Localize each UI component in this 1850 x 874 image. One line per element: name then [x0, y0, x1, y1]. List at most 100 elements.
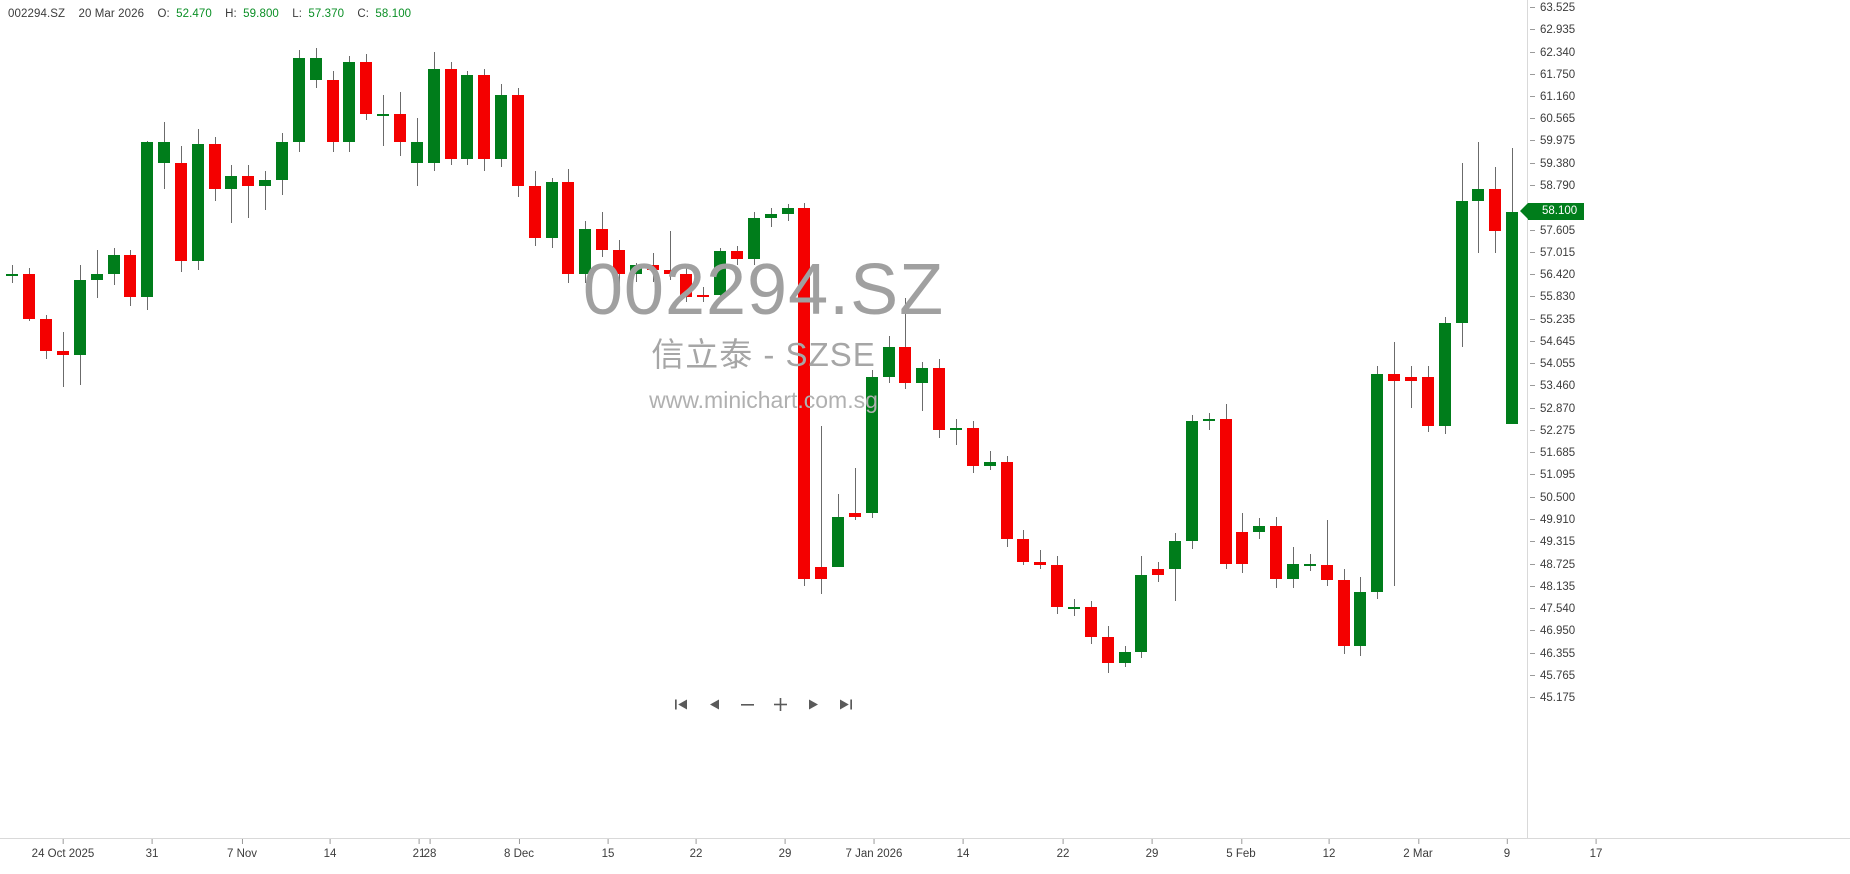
candle-body[interactable] [326, 80, 339, 143]
candle-body[interactable] [1371, 373, 1384, 592]
candle-body[interactable] [1303, 563, 1316, 566]
candle-body[interactable] [107, 255, 120, 275]
time-axis-tick-label: 9 [1503, 848, 1511, 860]
candle-body[interactable] [697, 294, 710, 297]
zoom-out-button[interactable] [737, 694, 758, 715]
zoom-in-button[interactable] [770, 694, 791, 715]
candle-body[interactable] [663, 270, 676, 275]
candle-body[interactable] [764, 213, 777, 218]
candle-body[interactable] [276, 142, 289, 181]
candle-body[interactable] [596, 228, 609, 250]
candle-body[interactable] [1455, 200, 1468, 323]
candle-body[interactable] [1472, 189, 1485, 201]
candle-body[interactable] [225, 176, 238, 190]
candle-body[interactable] [23, 274, 36, 320]
candle-body[interactable] [1506, 211, 1519, 424]
candle-body[interactable] [478, 74, 491, 160]
candle-body[interactable] [1354, 591, 1367, 647]
skip-to-start-button[interactable] [671, 694, 692, 715]
candle-body[interactable] [966, 428, 979, 466]
candle-body[interactable] [1000, 462, 1013, 540]
candle-body[interactable] [1067, 606, 1080, 609]
candle-body[interactable] [1421, 377, 1434, 427]
candle-body[interactable] [191, 144, 204, 261]
candle-body[interactable] [680, 274, 693, 297]
candle-body[interactable] [174, 163, 187, 261]
candle-body[interactable] [1202, 418, 1215, 421]
candle-body[interactable] [360, 61, 373, 115]
candle-body[interactable] [208, 144, 221, 190]
candle-body[interactable] [1320, 565, 1333, 581]
candle-body[interactable] [393, 114, 406, 143]
candle-body[interactable] [40, 319, 53, 352]
candle-body[interactable] [848, 512, 861, 517]
step-back-button[interactable] [704, 694, 725, 715]
candle-body[interactable] [629, 264, 642, 275]
candle-body[interactable] [1337, 580, 1350, 647]
candle-body[interactable] [1051, 565, 1064, 607]
candle-body[interactable] [343, 61, 356, 143]
candle-body[interactable] [1084, 606, 1097, 637]
price-axis[interactable]: 63.525 62.935 62.340 61.750 61.160 60.565 59.9… [1528, 0, 1850, 838]
candle-body[interactable] [511, 95, 524, 186]
candle-body[interactable] [815, 567, 828, 579]
candle-body[interactable] [781, 208, 794, 214]
candle-body[interactable] [1219, 418, 1232, 564]
candle-body[interactable] [899, 347, 912, 384]
step-forward-button[interactable] [803, 694, 824, 715]
candle-body[interactable] [1034, 561, 1047, 566]
candle-body[interactable] [545, 181, 558, 239]
candle-body[interactable] [1185, 420, 1198, 541]
candle-body[interactable] [158, 142, 171, 164]
candle-body[interactable] [798, 208, 811, 579]
candle-body[interactable] [259, 180, 272, 186]
candle-body[interactable] [933, 368, 946, 431]
candle-body[interactable] [1270, 525, 1283, 579]
candle-body[interactable] [528, 185, 541, 239]
candle-body[interactable] [141, 142, 154, 297]
candle-body[interactable] [730, 251, 743, 259]
candle-body[interactable] [292, 57, 305, 143]
candle-body[interactable] [1135, 574, 1148, 652]
candle-body[interactable] [579, 228, 592, 275]
candle-body[interactable] [56, 351, 69, 355]
candle-body[interactable] [1101, 636, 1114, 664]
candle-body[interactable] [1388, 373, 1401, 382]
candle-body[interactable] [1287, 563, 1300, 579]
candle-body[interactable] [950, 428, 963, 431]
candle-body[interactable] [1118, 651, 1131, 664]
candle-body[interactable] [1253, 525, 1266, 532]
candle-body[interactable] [1152, 569, 1165, 575]
candle-body[interactable] [613, 249, 626, 275]
tick-dash [1530, 674, 1535, 676]
candle-body[interactable] [124, 255, 137, 297]
candle-body[interactable] [714, 251, 727, 295]
candle-body[interactable] [242, 176, 255, 186]
candle-body[interactable] [1017, 539, 1030, 562]
candle-body[interactable] [832, 516, 845, 568]
candle-body[interactable] [1489, 189, 1502, 231]
candle-body[interactable] [1236, 531, 1249, 564]
candle-body[interactable] [747, 217, 760, 259]
candle-body[interactable] [1438, 322, 1451, 427]
time-axis[interactable]: 24 Oct 2025 31 7 Nov 14 21 28 8 Dec 15 22 29 7 Jan… [0, 839, 1602, 874]
candle-body[interactable] [427, 69, 440, 164]
candle-body[interactable] [865, 377, 878, 513]
candle-body[interactable] [377, 114, 390, 117]
candle-body[interactable] [1404, 377, 1417, 382]
candle-body[interactable] [73, 279, 86, 355]
candle-body[interactable] [309, 57, 322, 81]
candle-body[interactable] [646, 264, 659, 271]
candle-body[interactable] [444, 69, 457, 160]
candle-body[interactable] [410, 142, 423, 164]
candle-body[interactable] [882, 347, 895, 378]
candle-body[interactable] [495, 95, 508, 160]
candle-body[interactable] [916, 368, 929, 384]
candle-body[interactable] [1169, 541, 1182, 570]
candle-body[interactable] [461, 74, 474, 160]
candle-body[interactable] [90, 274, 103, 280]
candle-body[interactable] [6, 274, 19, 277]
candle-body[interactable] [983, 462, 996, 466]
candle-body[interactable] [562, 181, 575, 275]
skip-to-end-button[interactable] [836, 694, 857, 715]
